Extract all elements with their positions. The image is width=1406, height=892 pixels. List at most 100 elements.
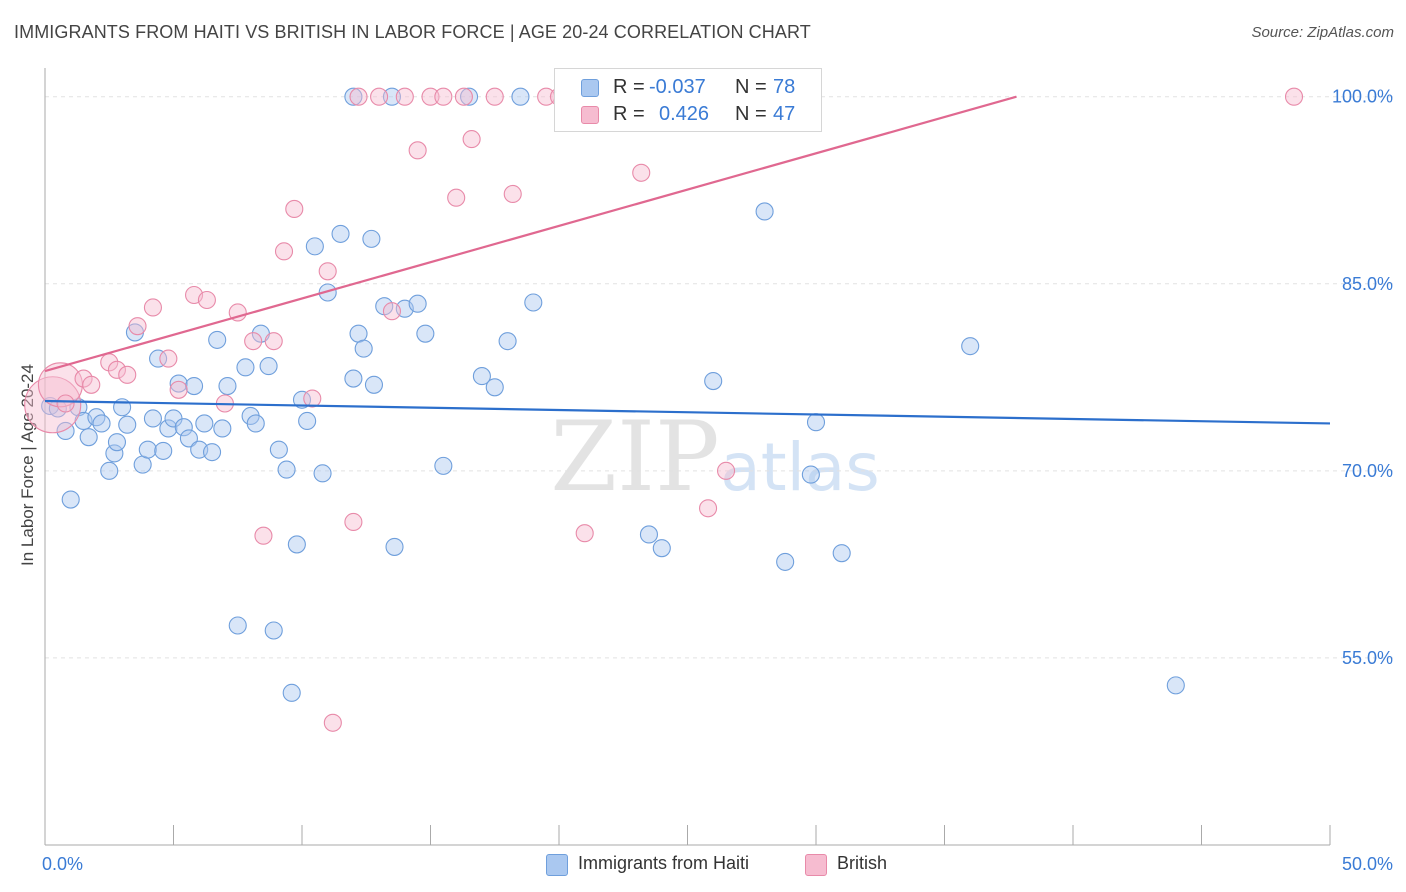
haiti-point [305,237,324,256]
haiti-n-label: N = [735,75,767,98]
y-tick-label: 100.0% [1332,87,1393,107]
british-point [454,87,473,106]
x-tick-label: 50.0% [1342,854,1393,874]
haiti-point [277,460,296,479]
watermark-zip: ZIP [550,401,719,513]
trend-lines [44,95,1331,425]
haiti-point [169,374,188,393]
haiti-point [179,429,198,448]
x-tick-label: 0.0% [42,854,83,874]
british-point [632,163,651,182]
haiti-point [61,490,80,509]
british-point [128,317,147,336]
haiti-point [408,294,427,313]
haiti-point [511,87,530,106]
axis-layer [44,68,1331,846]
chart-title: IMMIGRANTS FROM HAITI VS BRITISH IN LABO… [14,22,811,42]
british-point [323,713,342,732]
british-point [56,394,75,413]
haiti-point [107,433,127,452]
haiti-point [246,414,265,433]
haiti-point [434,456,453,475]
british-point [197,290,216,310]
british-point [421,87,440,106]
british-point [318,262,337,281]
british-point [716,461,736,480]
haiti-point [961,337,980,356]
haiti-point [313,464,332,483]
tick-labels: 100.0% 85.0% 70.0% 55.0% 0.0% 50.0% [42,87,1393,874]
british-r-label: R = [613,102,645,125]
haiti-point [652,539,671,558]
haiti-point [349,324,368,343]
british-point [254,526,273,545]
haiti-point [195,414,214,433]
haiti-point [524,293,543,312]
haiti-point [354,339,373,358]
haiti-n-value: 78 [773,75,796,98]
haiti-point [287,535,306,554]
british-point [82,375,101,394]
haiti-point [639,525,659,544]
british-point [169,380,188,399]
haiti-point [79,428,98,447]
british-legend-label: British [837,853,888,873]
haiti-point [416,324,435,343]
british-point [349,87,368,106]
haiti-point [1166,676,1185,695]
haiti-point [100,461,119,480]
haiti-points [41,87,1185,702]
british-point [503,184,522,204]
haiti-point [185,376,204,396]
haiti-trend-line [44,399,1331,425]
haiti-point [362,229,381,248]
haiti-point [776,552,795,571]
haiti-point [832,544,851,563]
british-point [344,512,363,532]
british-point [699,499,718,518]
haiti-r-value: -0.037 [649,75,706,98]
haiti-point [498,332,517,351]
haiti-point [154,441,173,460]
british-point [485,87,504,106]
chart-source: Source: ZipAtlas.com [1251,24,1394,41]
british-trend-line [44,95,1017,373]
british-point [303,389,322,408]
british-legend-swatch [805,854,827,876]
haiti-point [269,440,288,459]
british-point [107,360,127,379]
haiti-point [228,616,247,635]
british-point [462,130,481,149]
british-point [408,141,427,160]
y-tick-label: 70.0% [1342,461,1393,481]
haiti-point [806,413,826,432]
haiti-point [149,349,168,368]
haiti-legend-swatch [546,854,568,876]
stats-legend: R = -0.037 N = 78 R = 0.426 N = 47 [554,68,822,132]
haiti-point [344,369,363,388]
haiti-point [92,414,111,433]
haiti-point [485,378,504,397]
haiti-point [755,202,774,221]
haiti-r-label: R = [613,75,645,98]
british-point [370,87,389,106]
haiti-point [382,87,402,106]
british-point [285,199,304,219]
haiti-point [298,411,317,431]
haiti-point [801,465,820,484]
watermark: ZIP atlas [550,401,879,513]
british-point [159,349,178,368]
haiti-point [364,375,384,394]
british-n-value: 47 [773,102,796,125]
y-tick-label: 85.0% [1342,274,1393,294]
haiti-point [133,455,152,474]
british-point [264,332,283,351]
haiti-point [218,376,237,396]
haiti-point [264,621,283,640]
british-point [395,87,414,106]
haiti-point [385,537,404,556]
haiti-point [331,224,350,243]
haiti-point [118,415,137,434]
y-tick-label: 55.0% [1342,648,1393,668]
